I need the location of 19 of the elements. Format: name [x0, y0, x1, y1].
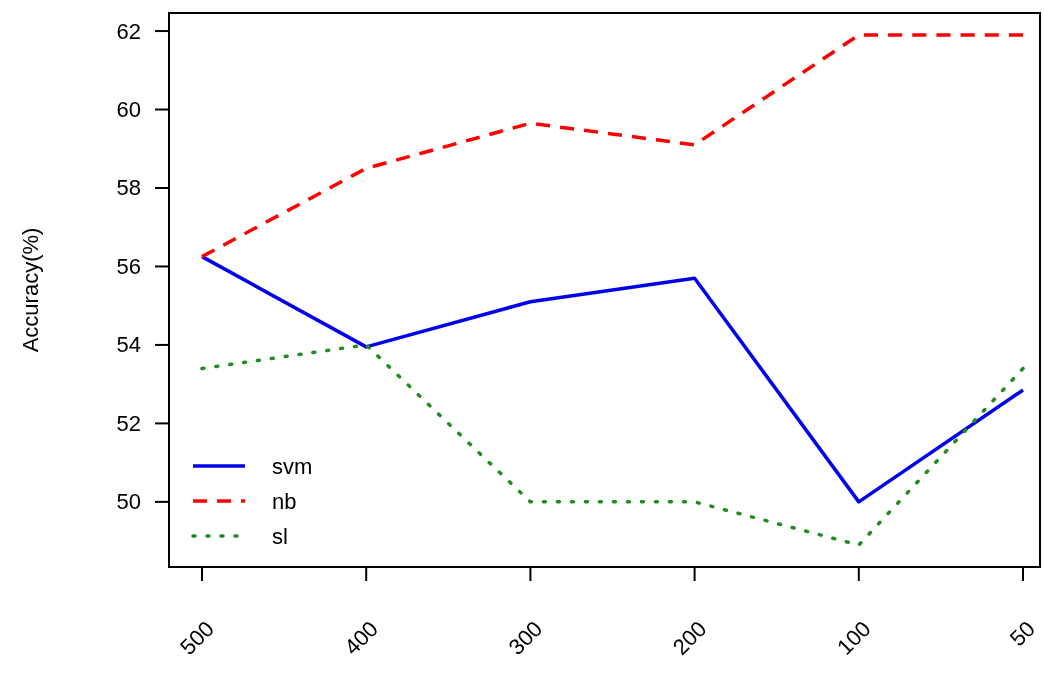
y-tick-label: 58	[116, 175, 141, 201]
x-tick-label: 200	[667, 616, 712, 660]
y-tick-label: 52	[116, 410, 141, 436]
y-tick-label: 50	[116, 489, 141, 515]
legend-label: sl	[272, 523, 288, 549]
y-tick-label: 62	[116, 18, 141, 44]
legend-label: nb	[272, 488, 297, 514]
x-tick-label: 400	[339, 616, 384, 660]
line-series	[200, 33, 1025, 259]
line-series	[200, 343, 1025, 547]
x-tick-label: 100	[832, 616, 876, 660]
x-tick-label: 50	[1004, 616, 1040, 652]
x-tick-label: 300	[503, 616, 548, 660]
y-axis-title: Accuracy(%)	[17, 227, 43, 353]
y-tick-label: 56	[116, 253, 141, 279]
y-tick-label: 60	[116, 97, 141, 123]
legend-label: svm	[272, 453, 313, 479]
x-tick-label: 500	[175, 616, 219, 660]
y-tick-label: 54	[116, 332, 141, 358]
